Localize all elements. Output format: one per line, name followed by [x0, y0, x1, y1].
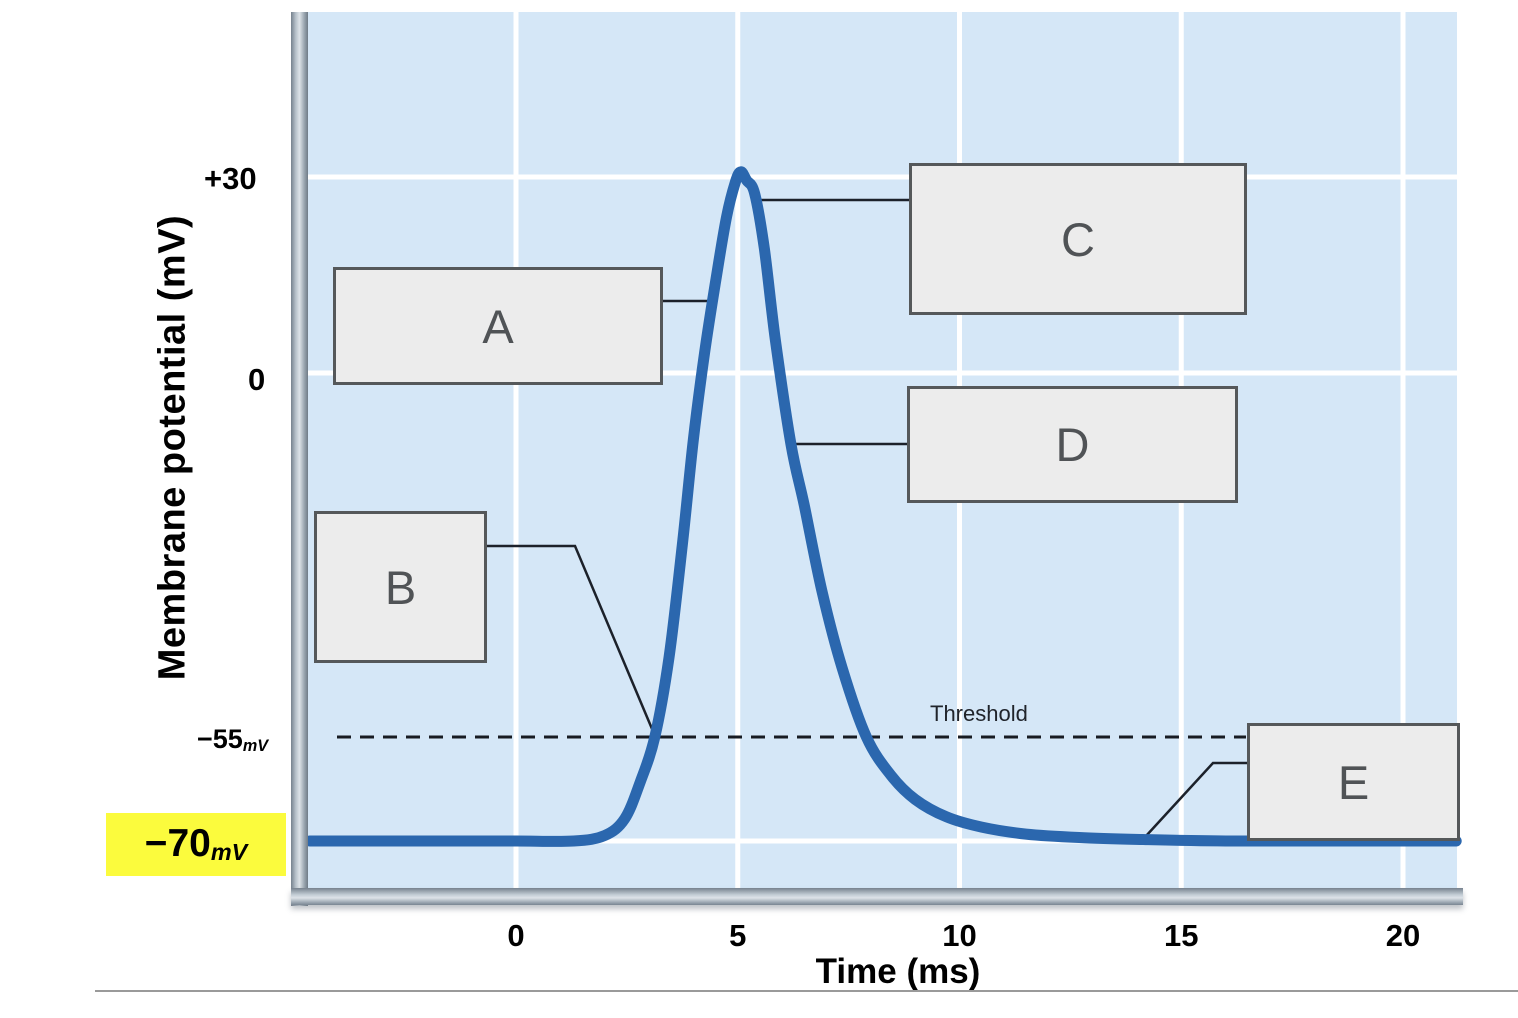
y-tick-minus55-unit: mV — [242, 736, 269, 755]
y-tick-minus55-value: −55 — [197, 724, 243, 754]
action-potential-curve — [304, 166, 1462, 847]
y-axis-bar — [291, 12, 308, 906]
connector-b — [487, 544, 657, 737]
y-tick-minus55: −55mV — [197, 724, 268, 756]
y-tick-zero: 0 — [248, 362, 266, 397]
answer-box-e[interactable]: E — [1247, 723, 1460, 841]
answer-box-b[interactable]: B — [314, 511, 487, 663]
x-axis-bar — [291, 888, 1463, 905]
x-tick-label: 0 — [507, 918, 525, 953]
page-divider-line — [95, 990, 1518, 992]
x-axis-title: Time (ms) — [815, 952, 981, 991]
y-axis-title: Membrane potential (mV) — [151, 214, 194, 681]
y-tick-minus70-unit: mV — [210, 839, 248, 866]
answer-box-a[interactable]: A — [333, 267, 663, 385]
x-tick-label: 5 — [729, 918, 747, 953]
x-tick-label: 10 — [942, 918, 977, 953]
threshold-label: Threshold — [930, 701, 1028, 726]
y-tick-plus30: +30 — [204, 161, 257, 196]
x-tick-label: 20 — [1385, 918, 1421, 953]
connector-e — [1145, 761, 1247, 837]
x-tick-label: 15 — [1164, 918, 1199, 953]
answer-box-c[interactable]: C — [909, 163, 1247, 315]
y-tick-minus70-value: −70 — [144, 822, 211, 866]
resting-potential-highlight: −70mV — [106, 813, 286, 876]
answer-box-d[interactable]: D — [907, 386, 1238, 503]
y-tick-minus70: −70mV — [145, 822, 248, 866]
